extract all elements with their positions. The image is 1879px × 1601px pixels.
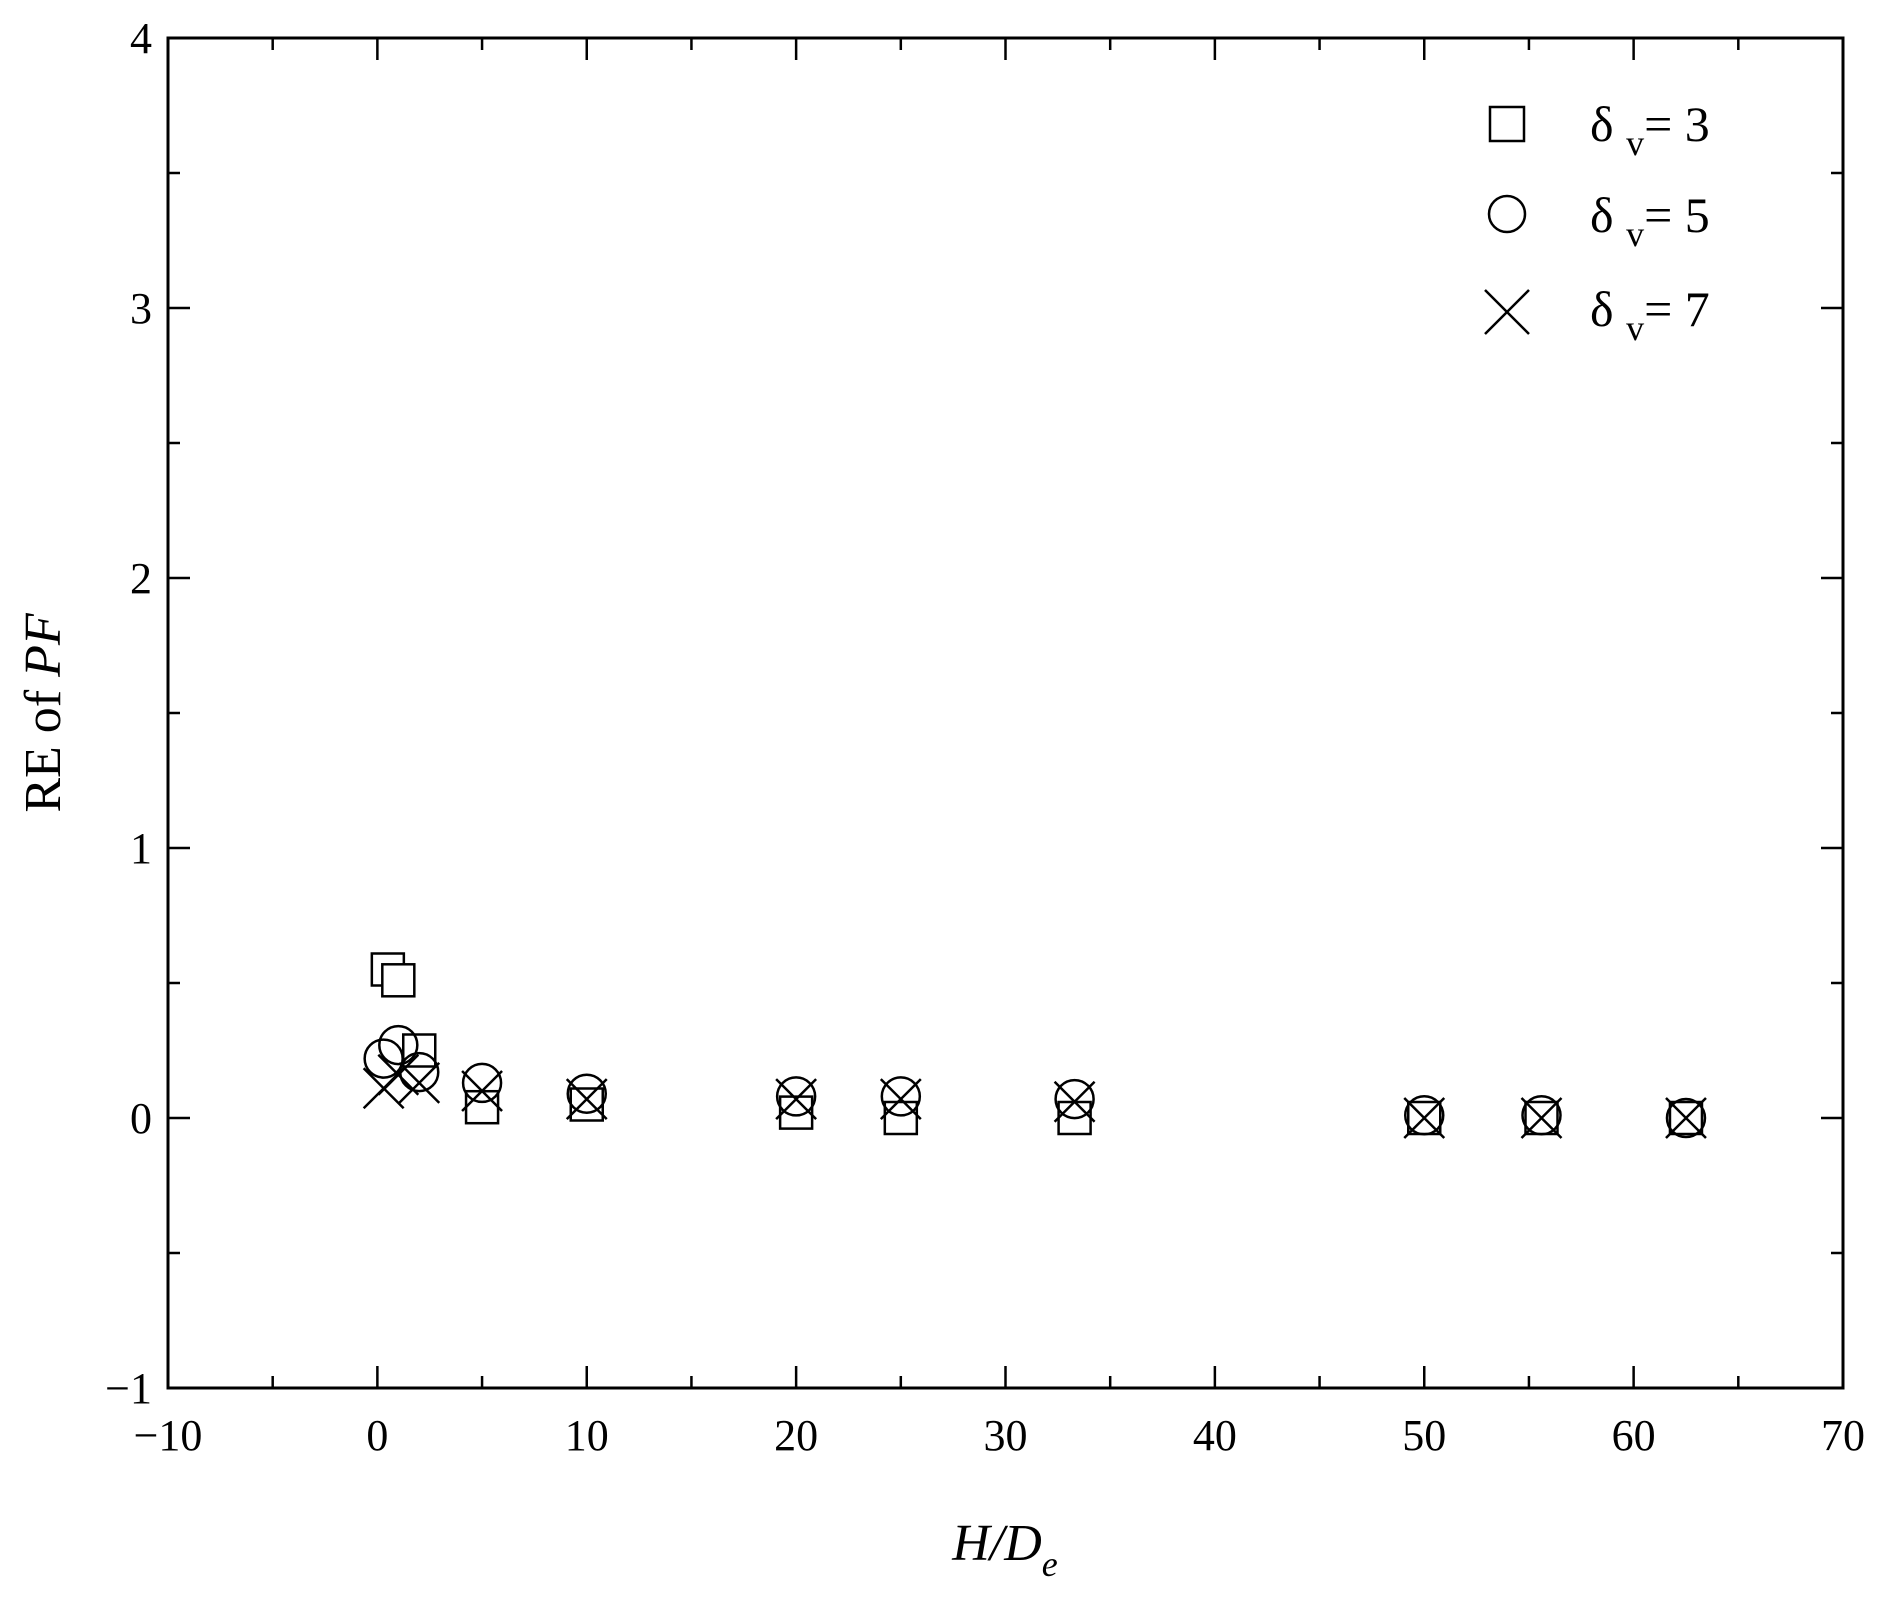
circle-point: [461, 1062, 503, 1104]
series-circle: [363, 1024, 1707, 1139]
cross-point: [1403, 1097, 1446, 1139]
axis-ticks: [166, 36, 1845, 1390]
x-tick-label: 40: [1193, 1411, 1237, 1460]
cross-point: [565, 1078, 608, 1120]
cross-point: [1053, 1080, 1096, 1123]
circle-point: [1665, 1097, 1707, 1139]
x-axis-title: H/De: [951, 1515, 1058, 1584]
y-tick-label: 4: [130, 14, 152, 63]
circle-point: [566, 1073, 607, 1114]
legend-label-delta-7: δ v= 7: [1590, 281, 1710, 348]
circle-point: [880, 1076, 922, 1117]
cross-point: [461, 1070, 503, 1112]
circle-point: [775, 1076, 817, 1117]
legend-item-delta-5: δ v= 5: [1487, 187, 1710, 254]
circle-point: [1054, 1078, 1095, 1120]
circle-point: [1521, 1095, 1562, 1136]
y-tick-label: 3: [130, 284, 152, 333]
y-tick-label: 1: [130, 824, 152, 873]
x-tick-label: 10: [565, 1411, 609, 1460]
legend-circle-marker: [1487, 194, 1527, 234]
legend: δ v= 3 δ v= 5 δ v= 7: [1484, 96, 1710, 348]
series-cross: [362, 1053, 1707, 1139]
cross-point: [1520, 1097, 1563, 1139]
legend-item-delta-3: δ v= 3: [1488, 96, 1710, 163]
square-point: [402, 1033, 437, 1068]
data-points: [362, 952, 1707, 1139]
circle-point: [363, 1038, 404, 1079]
x-tick-label: −10: [134, 1411, 203, 1460]
square-point: [381, 963, 416, 998]
legend-item-delta-7: δ v= 7: [1484, 281, 1710, 348]
circle-point: [1404, 1095, 1445, 1136]
legend-label-delta-3: δ v= 3: [1590, 96, 1710, 163]
legend-label-delta-5: δ v= 5: [1590, 187, 1710, 254]
cross-point: [1665, 1097, 1707, 1139]
series-square: [370, 952, 1704, 1136]
y-tick-labels: −1 0 1 2 3 4: [105, 14, 152, 1413]
cross-point: [879, 1078, 922, 1120]
x-tick-label: 20: [774, 1411, 818, 1460]
y-tick-label: 2: [130, 554, 152, 603]
cross-point: [398, 1062, 441, 1104]
x-tick-label: 0: [366, 1411, 388, 1460]
y-tick-label: −1: [105, 1364, 152, 1413]
x-tick-label: 50: [1402, 1411, 1446, 1460]
legend-square-marker: [1488, 105, 1526, 143]
x-tick-label: 60: [1612, 1411, 1656, 1460]
y-axis-title: RE of PF: [15, 612, 72, 813]
cross-point: [377, 1053, 420, 1096]
square-point: [883, 1100, 919, 1136]
square-point: [464, 1089, 500, 1125]
legend-cross-marker: [1484, 289, 1530, 335]
y-tick-label: 0: [130, 1094, 152, 1143]
x-tick-label: 30: [984, 1411, 1028, 1460]
square-point: [569, 1087, 604, 1122]
x-tick-labels: −10 0 10 20 30 40 50 60 70: [134, 1411, 1865, 1460]
circle-point: [378, 1024, 419, 1066]
cross-point: [775, 1078, 818, 1120]
x-tick-label: 70: [1821, 1411, 1865, 1460]
